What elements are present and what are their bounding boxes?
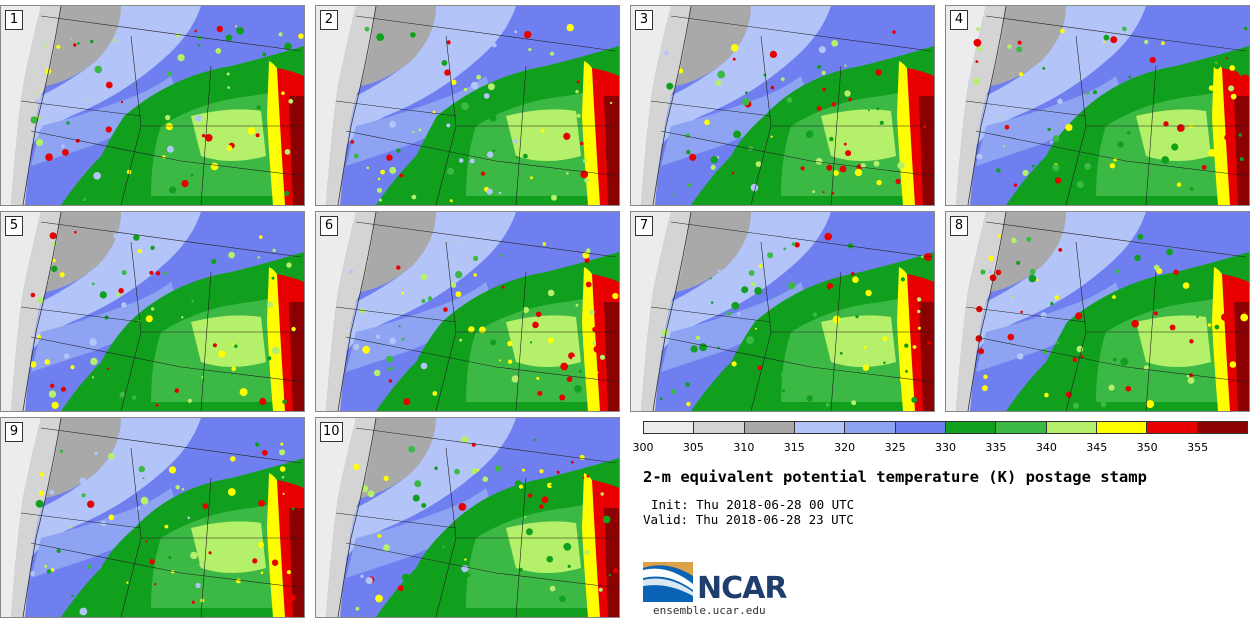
member-number: 6 xyxy=(320,216,338,236)
init-time: Init: Thu 2018-06-28 00 UTC xyxy=(651,497,855,512)
colorbar-tick-label: 305 xyxy=(682,441,704,454)
postage-stamp-map: 7 xyxy=(630,211,935,412)
member-number: 9 xyxy=(5,422,23,442)
member-number: 7 xyxy=(635,216,653,236)
member-number: 2 xyxy=(320,10,338,30)
colorbar-swatch xyxy=(744,422,795,433)
ncar-logo-icon xyxy=(643,562,693,602)
colorbar-swatch xyxy=(794,422,846,433)
map-graphic xyxy=(1,6,304,205)
colorbar-swatch xyxy=(1046,422,1097,433)
postage-stamp-map: 4 xyxy=(945,5,1250,206)
member-number: 8 xyxy=(950,216,968,236)
postage-stamp-map: 3 xyxy=(630,5,935,206)
colorbar-swatch xyxy=(945,422,997,433)
colorbar-tick-label: 340 xyxy=(1035,441,1057,454)
map-graphic xyxy=(316,212,619,411)
colorbar-tick-label: 345 xyxy=(1086,441,1108,454)
colorbar-tick-label: 300 xyxy=(632,441,654,454)
postage-stamp-map: 9 xyxy=(0,417,305,618)
postage-stamp-map: 5 xyxy=(0,211,305,412)
map-graphic xyxy=(316,6,619,205)
colorbar-tick-label: 325 xyxy=(884,441,906,454)
colorbar-tick-label: 330 xyxy=(935,441,956,454)
postage-stamp-map: 6 xyxy=(315,211,620,412)
map-graphic xyxy=(631,6,934,205)
colorbar-swatch xyxy=(996,422,1047,433)
colorbar-swatch xyxy=(895,422,946,433)
ncar-logo-text: NCAR xyxy=(697,571,787,606)
postage-stamp-map: 2 xyxy=(315,5,620,206)
colorbar-tick-label: 320 xyxy=(834,441,856,454)
colorbar-tick-label: 355 xyxy=(1187,441,1209,454)
plot-title: 2-m equivalent potential temperature (K)… xyxy=(643,468,1147,486)
map-graphic xyxy=(316,418,619,617)
postage-stamp-map: 1 xyxy=(0,5,305,206)
colorbar-tick-label: 350 xyxy=(1136,441,1158,454)
colorbar-tick-label: 310 xyxy=(733,441,755,454)
map-graphic xyxy=(631,212,934,411)
map-graphic xyxy=(1,418,304,617)
colorbar-swatch xyxy=(1147,422,1198,433)
map-graphic xyxy=(946,212,1249,411)
colorbar-swatch xyxy=(1096,422,1148,433)
map-graphic xyxy=(946,6,1249,205)
colorbar-swatch xyxy=(644,422,695,433)
member-number: 5 xyxy=(5,216,23,236)
map-graphic xyxy=(1,212,304,411)
postage-stamp-map: 10 xyxy=(315,417,620,618)
colorbar-swatch xyxy=(845,422,896,433)
member-number: 3 xyxy=(635,10,653,30)
member-number: 1 xyxy=(5,10,23,30)
valid-time: Valid: Thu 2018-06-28 23 UTC xyxy=(643,512,854,527)
logo-url: ensemble.ucar.edu xyxy=(653,604,766,617)
colorbar-tick-label: 315 xyxy=(783,441,805,454)
postage-stamp-map: 8 xyxy=(945,211,1250,412)
colorbar-swatch xyxy=(1197,422,1247,433)
colorbar-swatch xyxy=(694,422,745,433)
colorbar-tick-label: 335 xyxy=(985,441,1007,454)
member-number: 4 xyxy=(950,10,968,30)
colorbar xyxy=(643,421,1248,434)
member-number: 10 xyxy=(320,422,343,442)
